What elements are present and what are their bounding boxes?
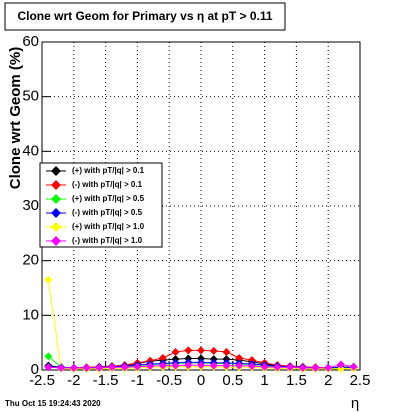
data-point: [349, 362, 358, 371]
data-point: [146, 362, 155, 371]
data-point: [324, 363, 333, 372]
legend-marker: [51, 166, 61, 176]
x-tick-label: 0: [197, 372, 205, 389]
legend-label: (-) with pT/|q| > 0.1: [72, 180, 143, 189]
data-point: [82, 363, 91, 372]
data-point: [222, 361, 231, 370]
data-point: [44, 363, 53, 372]
x-tick-label: 1.5: [286, 372, 307, 389]
data-point: [120, 363, 129, 372]
data-point: [171, 347, 180, 356]
legend-box: [39, 162, 163, 248]
data-point: [133, 362, 142, 371]
x-tick-label: 2.5: [350, 372, 371, 389]
y-tick-label: 30: [22, 197, 39, 214]
data-point: [286, 363, 295, 372]
legend-label: (+) with pT/|q| > 0.1: [72, 166, 145, 175]
x-tick-label: -0.5: [156, 372, 182, 389]
legend-marker: [51, 208, 61, 218]
data-point: [298, 363, 307, 372]
data-point: [69, 363, 78, 372]
x-tick-label: -1: [131, 372, 144, 389]
title-box: [4, 2, 286, 31]
y-tick-label: 60: [22, 33, 39, 50]
chart-title: Clone wrt Geom for Primary vs η at pT > …: [17, 9, 272, 23]
y-tick-label: 10: [22, 306, 39, 323]
data-point: [184, 361, 193, 370]
data-point: [158, 361, 167, 370]
data-point: [197, 346, 205, 355]
y-tick-label: 0: [31, 361, 39, 378]
y-tick-label: 20: [22, 252, 39, 269]
y-axis-label: Clone wrt Geom (%): [7, 47, 24, 190]
data-point: [336, 360, 345, 369]
x-tick-label: -1.5: [93, 372, 119, 389]
legend-marker: [51, 180, 61, 190]
data-point: [311, 363, 320, 372]
data-point: [209, 361, 218, 370]
x-tick-label: 2: [324, 372, 332, 389]
data-point: [260, 362, 269, 371]
data-point: [273, 363, 282, 372]
legend-marker: [51, 222, 61, 232]
data-point: [158, 353, 167, 362]
data-point: [95, 363, 104, 372]
data-point: [44, 275, 53, 284]
legend-label: (+) with pT/|q| > 0.5: [72, 194, 145, 203]
x-tick-label: 0.5: [222, 372, 243, 389]
data-point: [336, 364, 345, 373]
data-point: [222, 347, 231, 356]
data-point: [57, 363, 66, 372]
data-point: [184, 346, 193, 355]
legend-label: (+) with pT/|q| > 1.0: [72, 222, 145, 231]
x-axis-label: η: [351, 395, 359, 412]
data-point: [235, 353, 244, 362]
x-tick-label: -2: [67, 372, 80, 389]
legend-marker: [51, 236, 61, 246]
x-tick-label: 1: [260, 372, 268, 389]
data-point: [197, 361, 205, 370]
data-point: [44, 352, 53, 361]
legend-label: (-) with pT/|q| > 1.0: [72, 236, 143, 245]
data-point: [247, 362, 256, 371]
y-tick-label: 40: [22, 142, 39, 159]
data-point: [235, 361, 244, 370]
y-tick-label: 50: [22, 88, 39, 105]
data-point: [107, 363, 116, 372]
legend-label: (-) with pT/|q| > 0.5: [72, 208, 143, 217]
data-point: [171, 361, 180, 370]
timestamp: Thu Oct 15 19:24:43 2020: [5, 399, 101, 408]
legend-marker: [51, 194, 61, 204]
data-point: [209, 346, 218, 355]
x-tick-label: -2.5: [29, 372, 55, 389]
